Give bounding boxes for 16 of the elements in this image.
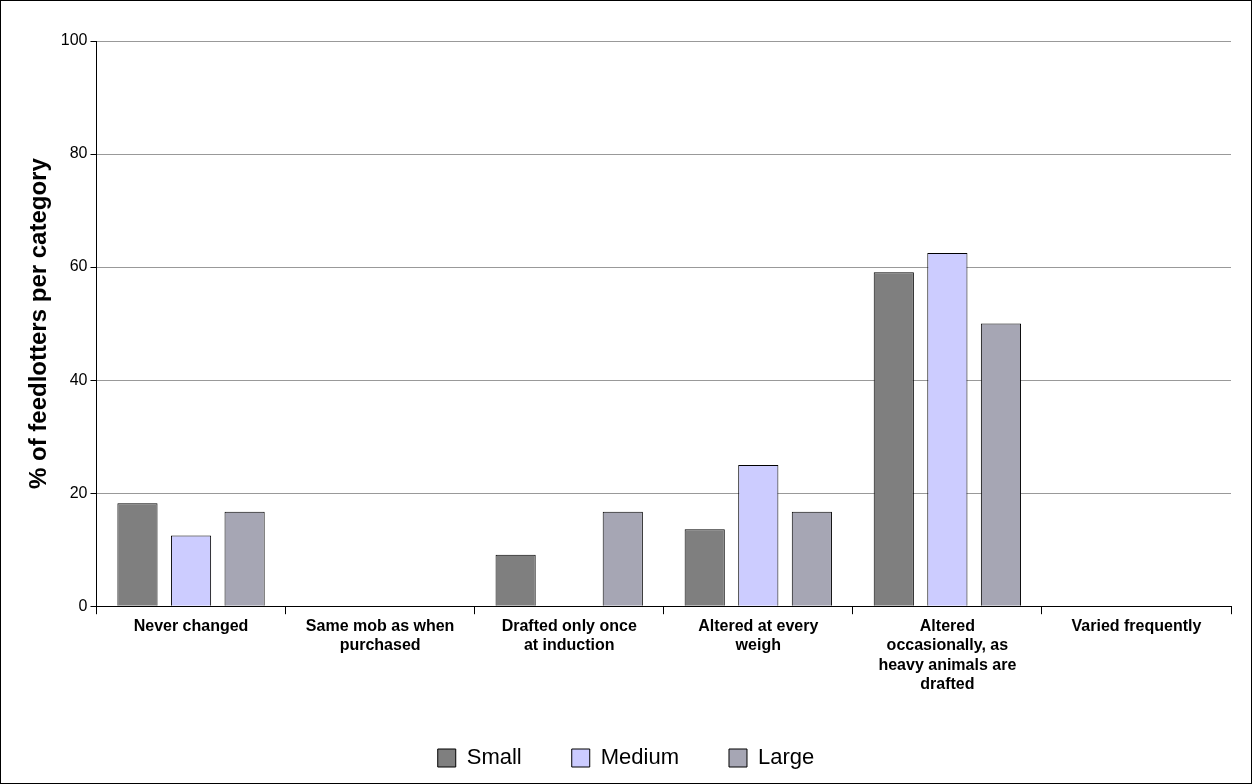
x-tick-label: Varied frequently xyxy=(1071,617,1202,635)
y-tick-label: 60 xyxy=(69,257,88,275)
x-tick-label: Same mob as when purchased xyxy=(305,617,455,654)
y-tick-label: 20 xyxy=(69,483,88,501)
y-tick-label: 100 xyxy=(60,31,88,49)
x-tick-label: Never changed xyxy=(133,617,249,635)
x-tick-label: Drafted only once at induction xyxy=(501,617,637,654)
y-tick-label: 80 xyxy=(69,144,88,162)
legend-label: Small xyxy=(466,744,522,770)
legend-label: Medium xyxy=(600,744,679,770)
x-tick-label: Altered occasionally, as heavy animals are drafted xyxy=(878,617,1017,692)
y-tick-label: 0 xyxy=(78,596,88,614)
x-tick-label: Altered at every weigh xyxy=(698,617,819,654)
legend-label: Large xyxy=(757,744,815,770)
y-tick-label: 40 xyxy=(69,370,88,388)
y-axis-title: % of feedlotters per category xyxy=(24,157,52,489)
